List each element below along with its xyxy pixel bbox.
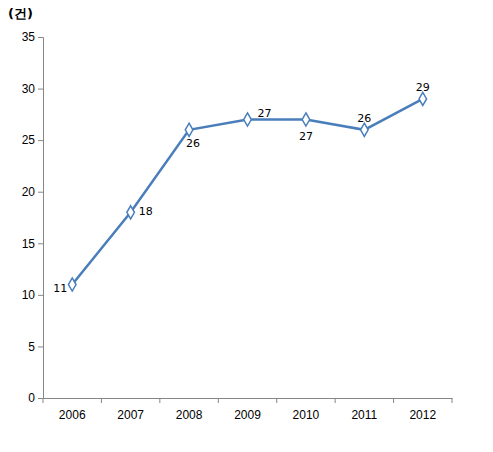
y-axis-title: (건) xyxy=(8,6,33,21)
x-tick-label: 2009 xyxy=(234,408,261,422)
x-tick-label: 2006 xyxy=(59,408,86,422)
y-tick: 35 xyxy=(22,30,43,44)
y-tick: 5 xyxy=(28,340,43,354)
y-tick-label: 0 xyxy=(28,391,35,405)
marker xyxy=(302,113,310,126)
x-tick: 2009 xyxy=(234,398,261,422)
y-tick-label: 10 xyxy=(22,288,36,302)
series-line xyxy=(72,99,423,285)
x-tick-label: 2007 xyxy=(117,408,144,422)
category-divider xyxy=(101,398,102,403)
y-tick: 25 xyxy=(22,133,43,147)
data-label: 18 xyxy=(139,205,153,218)
y-tick-label: 5 xyxy=(28,340,35,354)
y-tick-label: 30 xyxy=(22,82,36,96)
data-label: 27 xyxy=(299,130,313,143)
y-tick-label: 15 xyxy=(22,237,36,251)
category-divider xyxy=(276,398,277,403)
y-tick: 10 xyxy=(22,288,43,302)
y-axis-line xyxy=(38,38,44,399)
data-label: 29 xyxy=(416,81,430,94)
marker xyxy=(68,278,76,291)
x-tick-label: 2010 xyxy=(293,408,320,422)
chart: 0510152025303520062007200820092010201120… xyxy=(0,0,493,452)
x-axis: 2006 2007 2008 2009 2010 2011 2012 xyxy=(44,398,453,422)
y-tick-mark xyxy=(38,89,43,90)
y-tick-label: 20 xyxy=(22,185,36,199)
x-tick: 2006 xyxy=(59,398,86,422)
category-divider xyxy=(393,398,394,403)
marker xyxy=(361,123,369,136)
data-label: 27 xyxy=(258,107,272,120)
y-tick-label: 35 xyxy=(22,30,36,44)
x-tick: 2011 xyxy=(351,398,377,422)
data-label: 26 xyxy=(186,137,200,150)
y-tick: 30 xyxy=(22,82,43,96)
x-axis-line xyxy=(44,398,453,399)
marker xyxy=(185,123,193,136)
y-tick-mark xyxy=(38,398,43,399)
y-tick-mark xyxy=(38,346,43,347)
data-label: 26 xyxy=(357,112,371,125)
marker xyxy=(127,206,135,219)
marker xyxy=(244,113,252,126)
y-tick-mark xyxy=(38,243,43,244)
y-tick-label: 25 xyxy=(22,133,36,147)
y-axis: 0 5 10 15 20 25 30 35 xyxy=(22,30,44,405)
plot-area xyxy=(68,92,426,291)
marker xyxy=(419,92,427,105)
x-tick-label: 2008 xyxy=(176,408,203,422)
y-tick-mark xyxy=(38,295,43,296)
y-tick-mark xyxy=(38,192,43,193)
data-label: 11 xyxy=(53,282,67,295)
x-tick-label: 2012 xyxy=(409,408,436,422)
category-divider xyxy=(452,398,453,403)
x-tick: 2007 xyxy=(117,398,144,422)
category-divider xyxy=(43,398,44,403)
y-tick-mark xyxy=(38,37,43,38)
x-tick: 2008 xyxy=(176,398,203,422)
y-tick: 20 xyxy=(22,185,43,199)
category-divider xyxy=(159,398,160,403)
y-tick-mark xyxy=(38,140,43,141)
x-tick-label: 2011 xyxy=(351,408,377,422)
x-tick: 2012 xyxy=(409,398,436,422)
category-divider xyxy=(218,398,219,403)
x-tick: 2010 xyxy=(293,398,320,422)
y-tick: 0 xyxy=(28,391,43,405)
y-tick: 15 xyxy=(22,237,43,251)
category-divider xyxy=(335,398,336,403)
